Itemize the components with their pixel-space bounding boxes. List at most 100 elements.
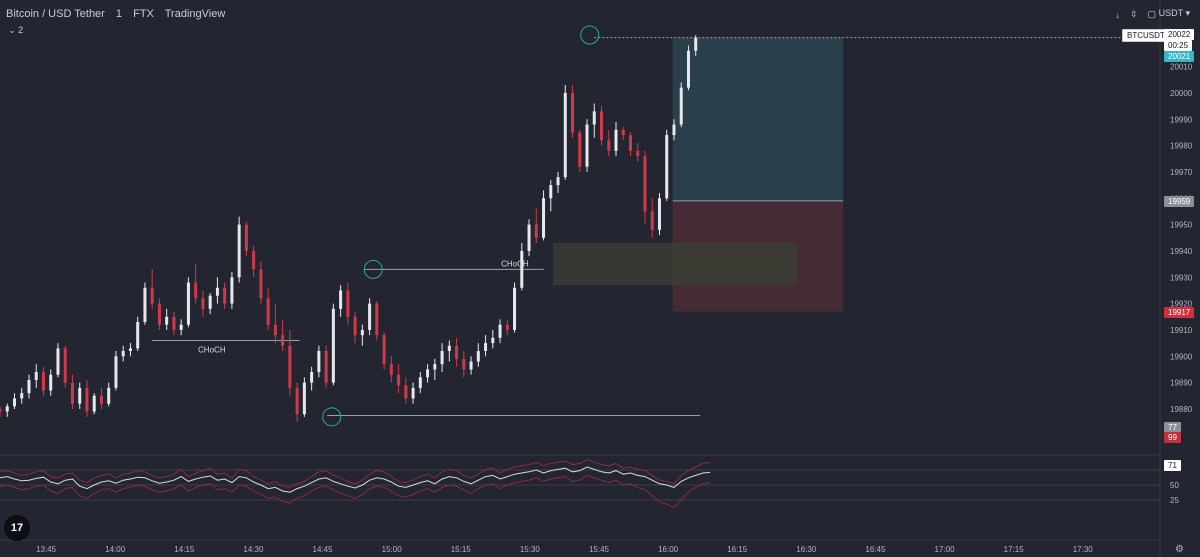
- price-tick-label: 20000: [1170, 89, 1193, 98]
- candle-body: [418, 377, 422, 388]
- interval-label[interactable]: 1: [115, 8, 123, 20]
- candle-body: [223, 287, 227, 304]
- candle-body: [527, 224, 531, 251]
- candle-body: [49, 374, 53, 391]
- time-tick-label: 16:45: [865, 545, 886, 554]
- symbol-title[interactable]: Bitcoin / USD Tether: [6, 8, 105, 20]
- candle-body: [455, 345, 459, 359]
- stop-price-tag: 19917: [1164, 307, 1195, 318]
- candle-body: [201, 298, 205, 309]
- candle-body: [389, 364, 393, 375]
- chevron-down-icon: ⌄: [8, 25, 16, 35]
- candle-body: [186, 282, 190, 325]
- time-tick-label: 16:00: [658, 545, 679, 554]
- candle-body: [426, 369, 430, 378]
- indicator-current-tag: 71: [1164, 460, 1181, 471]
- time-tick-label: 14:45: [313, 545, 334, 554]
- provider-label: TradingView: [164, 8, 226, 20]
- swing-marker: [580, 25, 600, 45]
- time-tick-label: 17:15: [1004, 545, 1025, 554]
- gear-icon[interactable]: ⚙: [1175, 544, 1184, 555]
- candle-body: [498, 324, 502, 338]
- arrow-down-icon[interactable]: ↓: [1115, 9, 1120, 20]
- candle-body: [513, 287, 517, 330]
- tradingview-logo[interactable]: 17: [4, 515, 30, 541]
- choch-label: CHoCH: [501, 259, 529, 268]
- candle-body: [650, 211, 654, 230]
- candle-body: [375, 303, 379, 336]
- candle-body: [621, 129, 625, 136]
- indicator-band-lower: [0, 474, 711, 509]
- candle-body: [266, 298, 270, 325]
- candle-body: [78, 387, 82, 404]
- indicator-collapse-toggle[interactable]: ⌄ 2: [8, 25, 23, 36]
- candle-body: [259, 269, 263, 299]
- candle-body: [447, 345, 451, 351]
- entry-price-tag: 19959: [1164, 196, 1195, 207]
- price-tick-label: 19970: [1170, 168, 1193, 177]
- price-tick-label: 19880: [1170, 405, 1193, 414]
- candle-body: [41, 372, 45, 391]
- zone-target: [672, 37, 844, 201]
- candle-body: [578, 132, 582, 167]
- time-tick-label: 14:15: [174, 545, 195, 554]
- candle-body: [672, 124, 676, 136]
- candle-body: [433, 364, 437, 370]
- candle-body: [99, 395, 103, 404]
- candle-body: [165, 316, 169, 325]
- indicator-band-upper: [0, 459, 711, 488]
- candle-body: [288, 345, 292, 388]
- countdown-tag: 00:25: [1164, 40, 1193, 51]
- time-tick-label: 15:30: [520, 545, 541, 554]
- candle-body: [353, 316, 357, 336]
- candle-body: [0, 408, 2, 412]
- candle-body: [208, 295, 212, 309]
- candle-body: [179, 324, 183, 330]
- indicator-tick-label: 50: [1170, 481, 1179, 490]
- candle-body: [273, 324, 277, 336]
- time-tick-label: 13:45: [36, 545, 57, 554]
- time-tick-label: 15:45: [589, 545, 610, 554]
- candle-body: [244, 224, 248, 251]
- price-tick-label: 19890: [1170, 379, 1193, 388]
- price-tick-label: 19920: [1170, 300, 1193, 309]
- time-tick-label: 15:00: [382, 545, 403, 554]
- candle-body: [27, 379, 31, 394]
- candle-body: [382, 335, 386, 365]
- candle-body: [563, 92, 567, 178]
- currency-selector[interactable]: USDT ▾: [1158, 8, 1190, 18]
- fullscreen-icon[interactable]: ▢: [1147, 9, 1156, 19]
- symbol-tag: BTCUSDT: [1122, 29, 1170, 42]
- time-tick-label: 16:30: [796, 545, 817, 554]
- price-tick-label: 19940: [1170, 247, 1193, 256]
- swing-marker: [322, 407, 342, 427]
- candle-body: [636, 150, 640, 157]
- candle-body: [324, 351, 328, 383]
- candle-body: [107, 387, 111, 404]
- candle-body: [157, 303, 161, 325]
- swing-marker: [363, 259, 383, 279]
- indicator-tag-b: 99: [1164, 432, 1181, 443]
- indicator-line: [0, 466, 711, 493]
- candle-body: [85, 387, 89, 412]
- candle-body: [585, 124, 589, 167]
- collapse-icon[interactable]: ⇳: [1129, 9, 1138, 19]
- candle-body: [128, 348, 132, 351]
- last-price-tag: 20022: [1164, 29, 1195, 40]
- price-tick-label: 19900: [1170, 352, 1193, 361]
- candle-body: [571, 92, 575, 133]
- candle-body: [404, 385, 408, 399]
- candle-body: [92, 395, 96, 412]
- candle-body: [360, 329, 364, 336]
- candle-body: [411, 387, 415, 399]
- candle-body: [136, 322, 140, 349]
- candle-body: [694, 37, 698, 51]
- candle-body: [462, 358, 466, 370]
- time-tick-label: 15:15: [451, 545, 472, 554]
- candle-body: [56, 348, 60, 375]
- price-tick-label: 19950: [1170, 221, 1193, 230]
- candle-body: [281, 335, 285, 346]
- candle-body: [534, 224, 538, 238]
- time-tick-label: 17:00: [935, 545, 956, 554]
